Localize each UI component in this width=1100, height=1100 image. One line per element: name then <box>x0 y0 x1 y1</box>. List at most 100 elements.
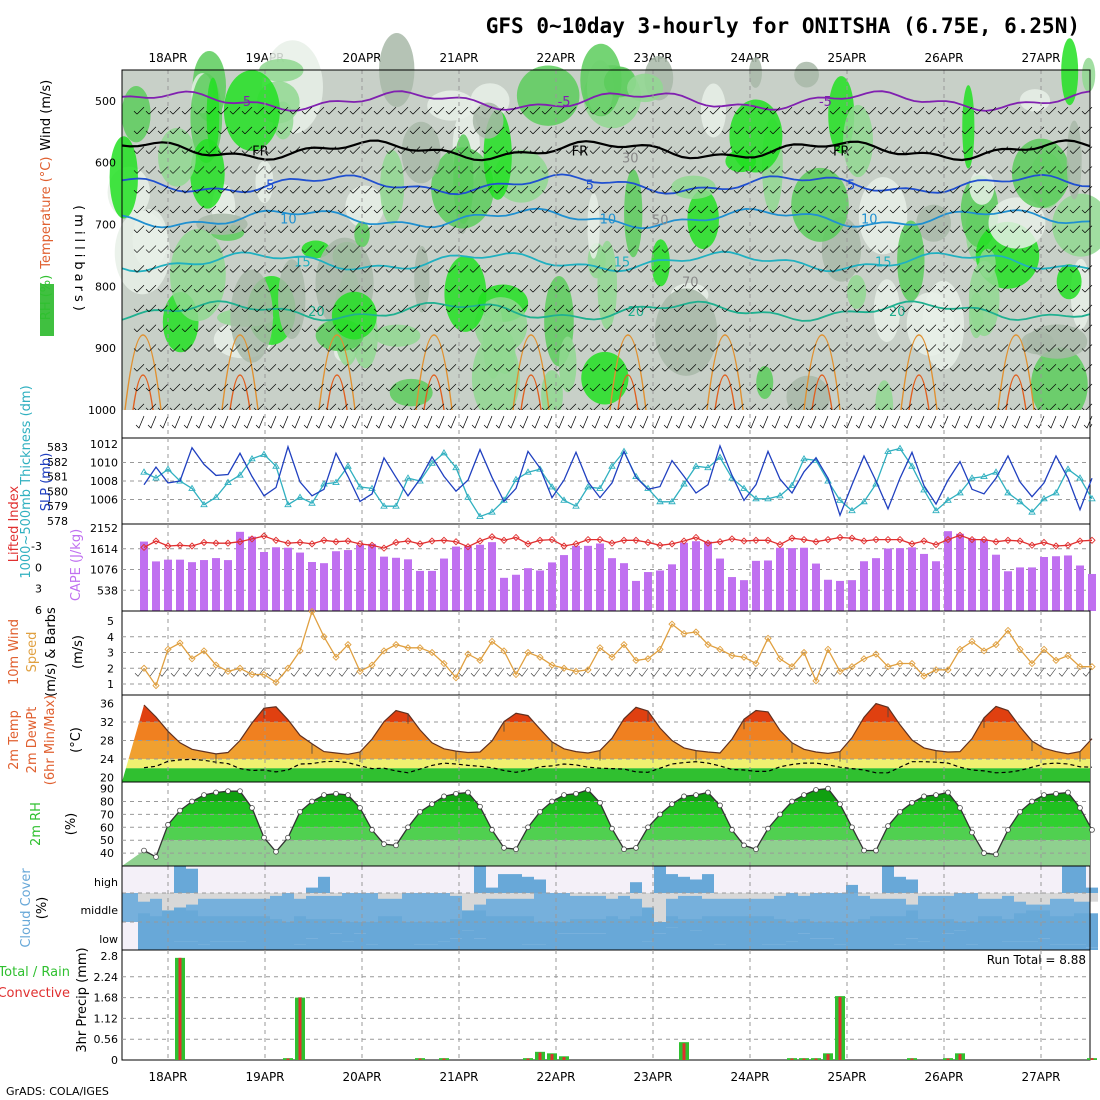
wind-barb <box>1081 126 1093 135</box>
wind-barb <box>793 364 805 372</box>
rh-shade <box>444 255 487 332</box>
wind-barb <box>925 284 937 293</box>
wind-barb <box>961 205 973 214</box>
wind-barb <box>1033 265 1045 273</box>
wind-barb <box>169 106 181 115</box>
cape-bar <box>668 564 676 611</box>
wind-barb <box>397 225 409 234</box>
wind10m-barb <box>1046 668 1057 677</box>
rh2m-line-point <box>777 811 783 818</box>
wind-barb <box>997 304 1009 313</box>
wind10m-line-point <box>296 647 304 655</box>
wind-barb <box>445 364 457 372</box>
wind-barb <box>145 383 157 392</box>
cloud-bar-low <box>366 944 378 950</box>
wind-barb <box>757 205 769 214</box>
rh-shade <box>472 102 504 139</box>
wind10m-line-point <box>212 661 220 669</box>
wind-barb <box>565 225 577 234</box>
wind10m-line-point <box>536 653 544 661</box>
wind10m-line-point <box>236 664 244 672</box>
wind-barb <box>985 245 997 253</box>
wind-barb <box>133 225 145 234</box>
thickness-line-point <box>704 463 712 471</box>
cape-bar <box>536 570 544 611</box>
wind-barb <box>961 284 973 293</box>
wind-barb <box>685 324 697 332</box>
wind10m-line-point <box>368 661 376 669</box>
wind-barb <box>1081 265 1093 273</box>
lifted-index-line-point <box>560 542 568 550</box>
cloud-bar-middle-gap <box>1062 893 1074 899</box>
wind-barb <box>265 185 277 194</box>
cloud-bar-middle-gap <box>1038 893 1050 905</box>
wind-barb <box>721 304 733 313</box>
wind-barb <box>469 146 481 154</box>
wind-barb <box>373 383 385 392</box>
wind10m-line-point <box>800 648 808 657</box>
wind-barb <box>529 166 541 174</box>
lifted-index-line-point <box>308 540 316 548</box>
cape-bar <box>704 541 712 611</box>
wind-barb <box>433 185 445 194</box>
rh-shade <box>109 136 138 219</box>
cloud-bar-middle-gap <box>1086 893 1098 902</box>
cape-bar <box>608 558 616 611</box>
wind-barb-surface <box>615 415 625 429</box>
wind-barb <box>301 265 313 273</box>
cloud-bar-low <box>714 944 726 950</box>
wind-barb <box>781 344 793 352</box>
wind-barb <box>205 304 217 313</box>
wind-barb <box>157 245 169 253</box>
wind-barb <box>961 344 973 352</box>
rh-shade <box>1019 89 1051 112</box>
wind-barb-surface <box>675 415 685 429</box>
wind-barb <box>229 106 241 115</box>
wind-barb <box>301 166 313 174</box>
wind-barb <box>1081 205 1093 214</box>
cloud-bar-middle-gap <box>462 893 474 911</box>
cloud-bar-high <box>486 887 498 893</box>
cloud-bar-high <box>666 874 678 893</box>
wind-barb <box>517 265 529 273</box>
wind10m-line-point <box>812 677 820 685</box>
wind-barb <box>541 225 553 234</box>
wind-barb <box>901 284 913 293</box>
wind-barb <box>445 304 457 313</box>
li-ylabel: Lifted Index <box>7 485 22 562</box>
wind-barb-surface <box>171 415 181 429</box>
rh2m-line-point <box>1041 792 1047 798</box>
rh-shade <box>873 279 901 343</box>
wind-barb-surface <box>243 415 253 429</box>
wind-barb <box>973 146 985 154</box>
rh2m-line-point <box>837 801 843 807</box>
wind-barb <box>409 284 421 293</box>
temp-ylabel-4-part: (°C) <box>69 727 84 753</box>
wind-barb <box>625 265 637 273</box>
wind-barb <box>145 106 157 115</box>
wind-barb <box>769 265 781 273</box>
lifted-index-line-point <box>164 542 172 550</box>
wind-barb <box>205 146 217 154</box>
wind-barb <box>541 265 553 273</box>
wind-barb <box>229 344 241 352</box>
wind10m-barb <box>398 668 409 677</box>
thickness-line-point <box>512 475 520 483</box>
wind-barb <box>673 106 685 115</box>
wind-barb <box>985 364 997 372</box>
wind-barb <box>613 205 625 214</box>
precip-convective-bar <box>826 1054 830 1060</box>
wind-barb <box>613 364 625 372</box>
lifted-index-line-point <box>260 532 268 540</box>
rh2m-line-point <box>1029 798 1035 805</box>
wind-barb <box>781 166 793 174</box>
wind-barb <box>577 344 589 352</box>
precip-convective-bar <box>838 996 842 1060</box>
lifted-index-line-point <box>704 539 712 547</box>
wind-barb <box>277 304 289 313</box>
rh-shade <box>158 128 196 187</box>
rh2m-line-point <box>345 792 351 798</box>
cloud-bar-low <box>342 941 354 950</box>
wind-barb <box>1057 106 1069 115</box>
wind-barb <box>889 265 901 273</box>
